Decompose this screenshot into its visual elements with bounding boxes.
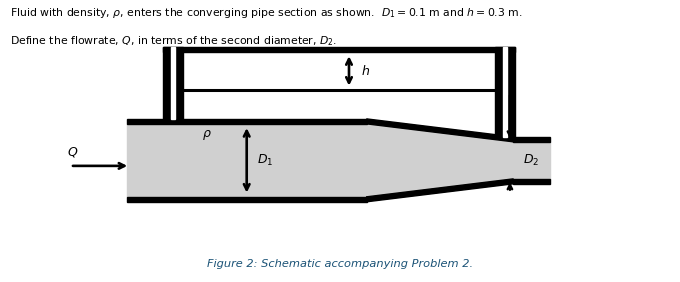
Polygon shape [163,47,184,119]
Polygon shape [126,124,367,197]
Text: $Q$: $Q$ [67,145,78,159]
Polygon shape [494,47,515,137]
Polygon shape [367,119,513,142]
Polygon shape [367,179,513,202]
Polygon shape [503,47,507,137]
Text: Fluid with density, $\rho$, enters the converging pipe section as shown.  $D_1 =: Fluid with density, $\rho$, enters the c… [10,6,523,20]
Text: $D_1$: $D_1$ [257,153,273,168]
Polygon shape [513,179,550,184]
Polygon shape [126,197,367,202]
Polygon shape [513,137,550,142]
Text: $h$: $h$ [361,64,370,78]
Polygon shape [367,124,513,197]
Text: $\rho$: $\rho$ [202,129,211,142]
Text: Figure 2: Schematic accompanying Problem 2.: Figure 2: Schematic accompanying Problem… [207,259,473,269]
Text: Define the flowrate, $Q$, in terms of the second diameter, $D_2$.: Define the flowrate, $Q$, in terms of th… [10,34,337,48]
Polygon shape [163,47,515,52]
Text: $D_2$: $D_2$ [524,153,539,168]
Polygon shape [171,47,175,119]
Polygon shape [513,142,550,179]
Polygon shape [126,119,367,124]
